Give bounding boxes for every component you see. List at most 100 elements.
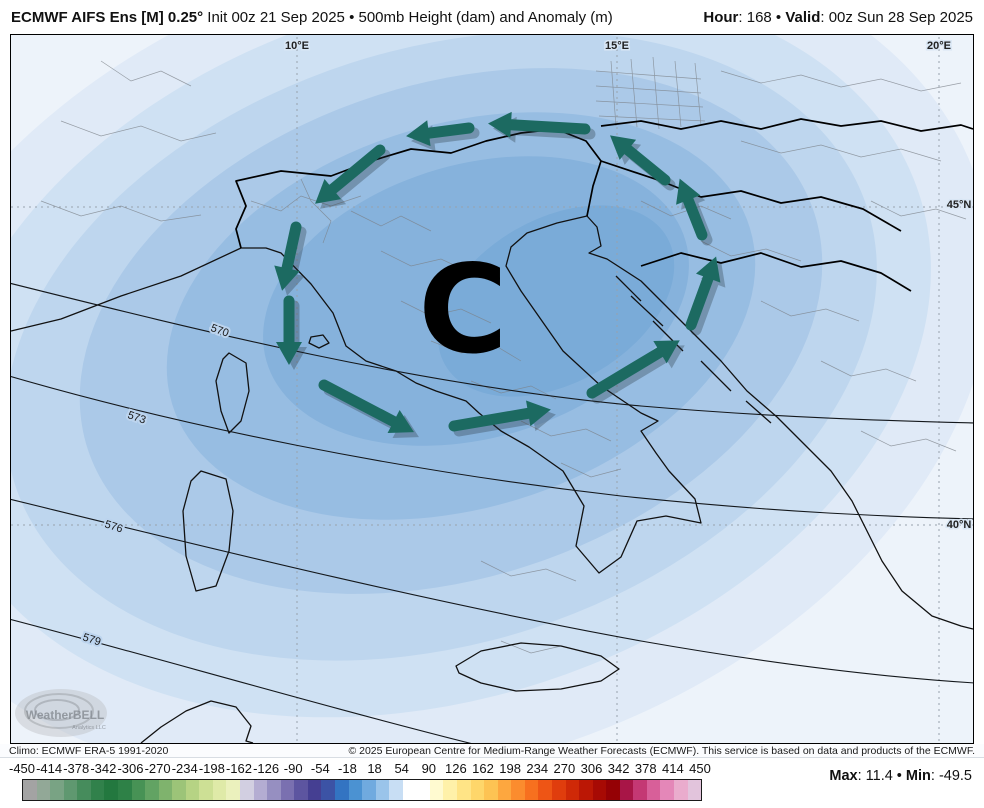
weather-map: 570 573 576 579 10°E 15°E 20°E 45°N 40°N… xyxy=(11,35,973,743)
colorbar-cell xyxy=(511,780,525,800)
graticule-labels: 10°E 15°E 20°E 45°N 40°N xyxy=(284,39,973,533)
colorbar-cell xyxy=(334,780,349,800)
colorbar-cell xyxy=(199,780,213,800)
colorbar-cell xyxy=(457,780,471,800)
contour-573 xyxy=(11,376,973,520)
colorbar-tick: 162 xyxy=(472,761,494,776)
circulation-arrow xyxy=(274,221,302,291)
circulation-arrow xyxy=(448,400,551,432)
low-center-symbol: C xyxy=(418,239,508,381)
contour-579 xyxy=(11,618,472,743)
watermark-swirl-ring xyxy=(24,693,94,729)
colorbar-cell xyxy=(674,780,688,800)
colorbar-cell xyxy=(117,780,132,800)
colorbar-tick: 126 xyxy=(445,761,467,776)
colorbar-cell xyxy=(389,780,403,800)
colorbar xyxy=(22,779,702,801)
colorbar-cell xyxy=(606,780,620,800)
colorbar-tick: 198 xyxy=(499,761,522,776)
header-bar: ECMWF AIFS Ens [M] 0.25° Init 00z 21 Sep… xyxy=(0,0,984,34)
colorbar-cell xyxy=(253,780,268,800)
colorbar-tick: 90 xyxy=(421,761,437,776)
valid-value: : 00z Sun 28 Sep 2025 xyxy=(820,8,973,26)
height-contours xyxy=(11,282,973,743)
coastline-sardinia xyxy=(182,470,234,592)
contour-570 xyxy=(11,282,973,424)
lon-label-10E: 10°E xyxy=(285,40,309,52)
colorbar-tick: 18 xyxy=(367,761,382,776)
colorbar-cell xyxy=(226,780,240,800)
circulation-arrow xyxy=(676,178,708,241)
hour-label: Hour xyxy=(703,8,739,26)
colorbar-tick: 234 xyxy=(526,761,549,776)
colorbar-tick: -54 xyxy=(310,761,330,776)
min-label: Min xyxy=(905,768,931,784)
colorbar-tick: 342 xyxy=(607,761,630,776)
watermark-swirl-ring2 xyxy=(34,699,80,721)
colorbar-cell xyxy=(538,780,552,800)
colorbar-tick: -18 xyxy=(338,761,357,776)
colorbar-cell xyxy=(402,780,417,800)
circulation-arrow xyxy=(488,111,591,138)
lat-label-40N: 40°N xyxy=(947,519,972,531)
colorbar-cell xyxy=(551,780,566,800)
watermark-sub: Analytics LLC xyxy=(72,725,106,731)
circulation-arrow xyxy=(610,135,671,186)
anomaly-band-7 xyxy=(437,205,675,397)
coastline-islands xyxy=(615,275,772,424)
lon-label-20E: 20°E xyxy=(927,40,951,52)
colorbar-cell xyxy=(321,780,335,800)
colorbar-tick: 306 xyxy=(580,761,603,776)
climo-note: Climo: ECMWF ERA-5 1991-2020 xyxy=(9,744,169,757)
watermark-swirl xyxy=(15,689,107,737)
circulation-arrow xyxy=(276,295,302,365)
colorbar-cell xyxy=(592,780,607,800)
colorbar-cell xyxy=(524,780,539,800)
colorbar-cell xyxy=(565,780,580,800)
colorbar-tick: 414 xyxy=(662,761,684,776)
colorbar-cell xyxy=(267,780,281,800)
colorbar-cell xyxy=(77,780,91,800)
lat-label-45N: 45°N xyxy=(947,199,972,211)
map-frame: 570 573 576 579 10°E 15°E 20°E 45°N 40°N… xyxy=(10,34,974,744)
colorbar-cell xyxy=(158,780,173,800)
colorbar-tick: -342 xyxy=(90,761,117,776)
hour-value: : 168 • xyxy=(738,8,786,26)
colorbar-cell xyxy=(484,780,498,800)
colorbar-tick: 378 xyxy=(634,761,657,776)
colorbar-tick: -162 xyxy=(225,761,252,776)
valid-time: Hour: 168 • Valid: 00z Sun 28 Sep 2025 xyxy=(703,9,973,26)
colorbar-cell xyxy=(104,780,118,800)
admin-borders xyxy=(40,56,967,654)
colorbar-cell xyxy=(212,780,227,800)
colorbar-tick: -378 xyxy=(63,761,90,776)
colorbar-cell xyxy=(429,780,444,800)
colorbar-cell xyxy=(497,780,512,800)
title-details: Init 00z 21 Sep 2025 • 500mb Height (dam… xyxy=(203,8,613,26)
colorbar-cell xyxy=(50,780,64,800)
anomaly-shading xyxy=(11,35,973,743)
colorbar-tick: -414 xyxy=(36,761,63,776)
copyright-note: © 2025 European Centre for Medium-Range … xyxy=(348,744,975,757)
colorbar-cell xyxy=(90,780,105,800)
colorbar-tick: 270 xyxy=(553,761,576,776)
colorbar-cell xyxy=(443,780,457,800)
colorbar-cell xyxy=(36,780,51,800)
colorbar-cell xyxy=(172,780,186,800)
colorbar-cell xyxy=(660,780,674,800)
coastline-corsica xyxy=(215,352,250,434)
coastline-africa xyxy=(140,700,254,743)
coastlines xyxy=(11,215,973,743)
circulation-arrow xyxy=(406,120,475,147)
max-min-readout: Max: 11.4 • Min: -49.5 xyxy=(829,768,972,784)
contour-576 xyxy=(11,498,973,684)
colorbar-cell xyxy=(145,780,159,800)
colorbar-cell xyxy=(633,780,647,800)
colorbar-cell xyxy=(348,780,363,800)
colorbar-cell xyxy=(619,780,634,800)
colorbar-tick: -90 xyxy=(283,761,303,776)
colorbar-tick: -306 xyxy=(117,761,144,776)
colorbar-cell xyxy=(280,780,295,800)
max-label: Max xyxy=(829,768,858,784)
colorbar-tick: 450 xyxy=(689,761,711,776)
